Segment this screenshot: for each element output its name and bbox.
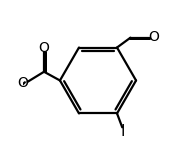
Text: O: O <box>148 30 159 44</box>
Text: I: I <box>121 124 125 139</box>
Text: O: O <box>38 41 49 55</box>
Text: O: O <box>18 76 28 90</box>
